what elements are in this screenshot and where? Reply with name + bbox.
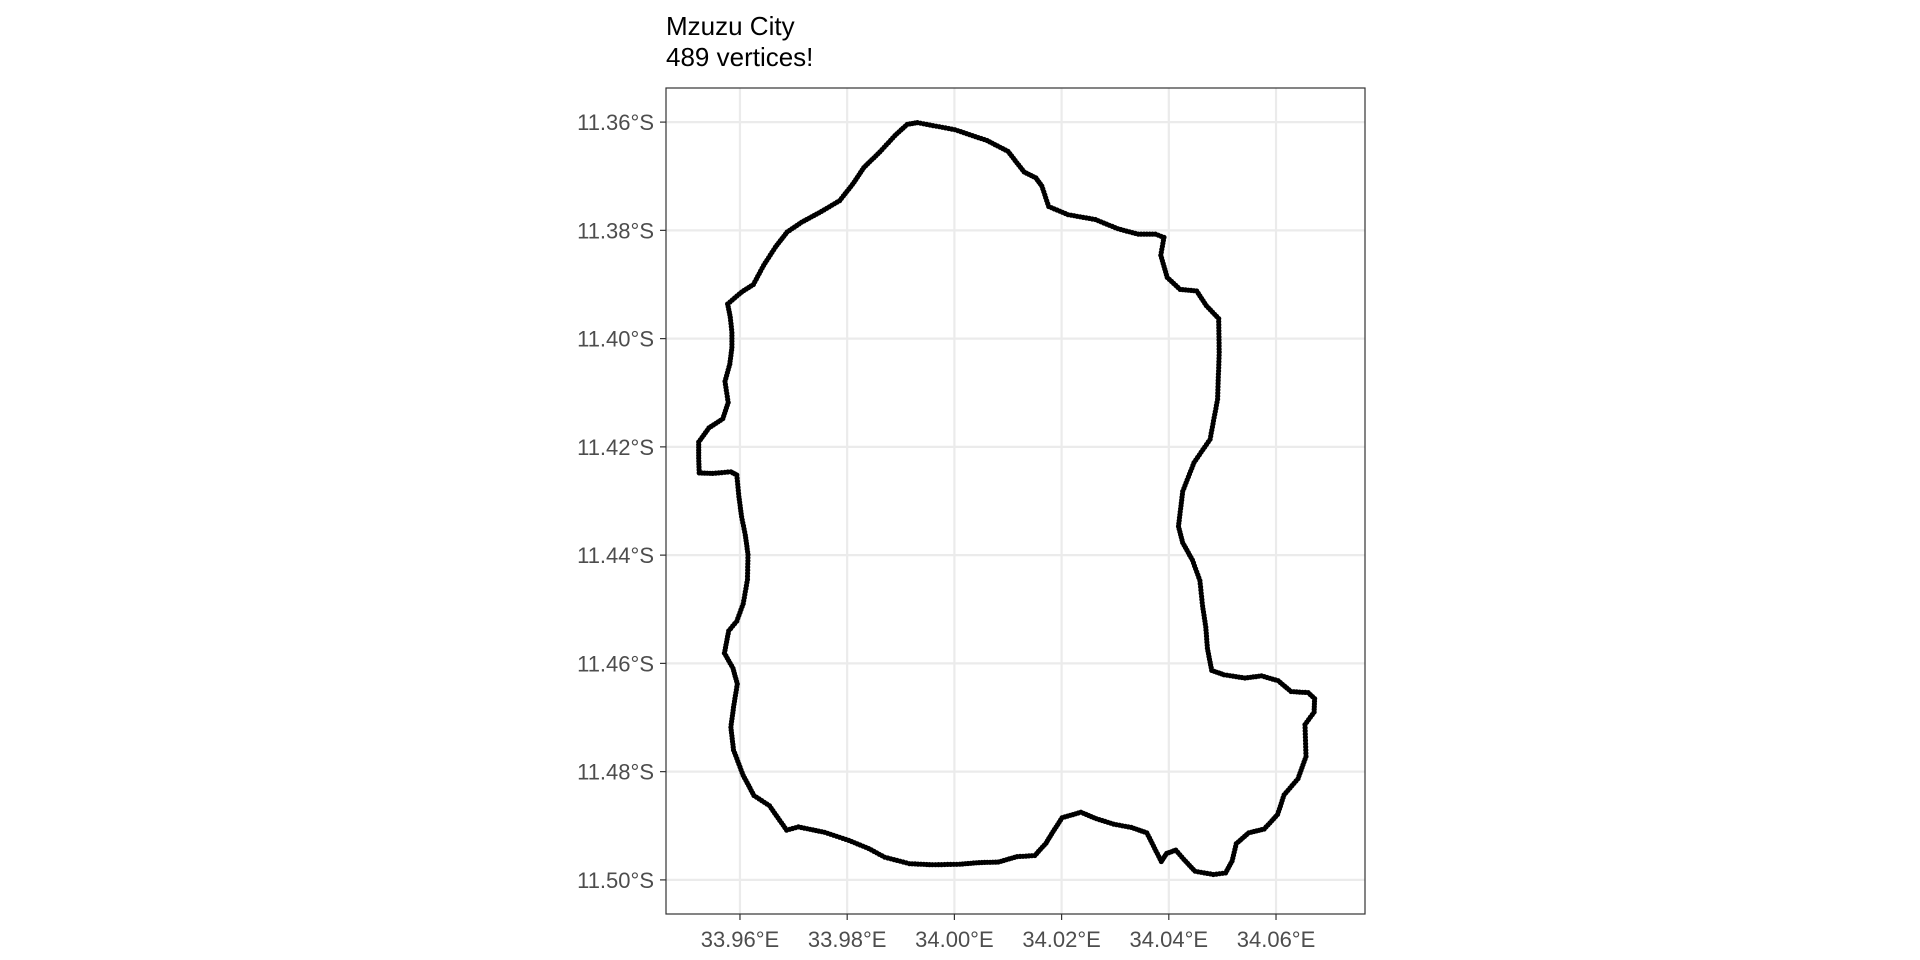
y-tick-label: 11.50°S xyxy=(577,868,654,893)
y-tick-label: 11.40°S xyxy=(577,327,654,352)
plot-panel xyxy=(666,88,1365,914)
y-tick-label: 11.44°S xyxy=(577,543,654,568)
y-tick-label: 11.38°S xyxy=(577,218,654,243)
x-tick-label: 33.96°E xyxy=(701,927,780,952)
plot-border xyxy=(665,87,1366,915)
chart-subtitle: 489 vertices! xyxy=(666,42,813,72)
x-axis: 33.96°E 33.98°E 34.00°E 34.02°E 34.04°E 34.06… xyxy=(701,914,1316,952)
chart-title: Mzuzu City xyxy=(666,11,795,41)
y-tick-label: 11.36°S xyxy=(577,110,654,135)
y-axis: 11.36°S 11.38°S 11.40°S 11.42°S 11.44°S 11.46… xyxy=(577,110,666,893)
y-tick-label: 11.48°S xyxy=(577,760,654,785)
grid-lines xyxy=(666,88,1365,914)
y-tick-label: 11.42°S xyxy=(577,435,654,460)
x-tick-label: 34.06°E xyxy=(1237,927,1316,952)
boundary-polygon xyxy=(696,120,1318,878)
x-tick-label: 34.04°E xyxy=(1130,927,1209,952)
vertex-point xyxy=(912,120,918,126)
x-tick-label: 34.02°E xyxy=(1022,927,1101,952)
y-tick-label: 11.46°S xyxy=(577,651,654,676)
x-tick-label: 34.00°E xyxy=(915,927,994,952)
x-tick-label: 33.98°E xyxy=(808,927,887,952)
